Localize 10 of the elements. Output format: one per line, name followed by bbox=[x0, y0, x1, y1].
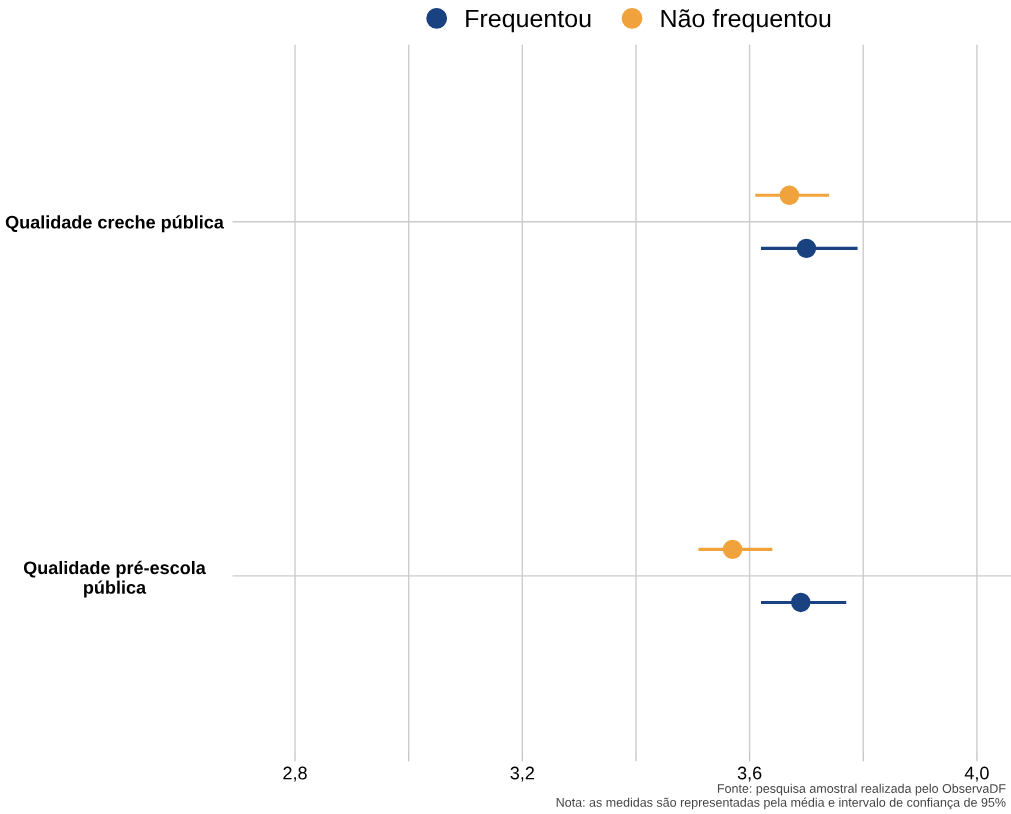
legend-label: Não frequentou bbox=[661, 8, 831, 33]
text: Nota: as medidas são representadas pela média e intervalo de confiança de 95% bbox=[556, 797, 1006, 810]
source-note: Fonte: pesquisa amostral realizada pelo ObservaDF bbox=[717, 783, 1006, 796]
y-tick-label: Qualidade pré-escola pública bbox=[23, 560, 206, 598]
x-tick-label: 3,2 bbox=[510, 766, 534, 782]
x-tick-label: 3,6 bbox=[737, 766, 762, 782]
y-tick-label: Qualidade creche pública bbox=[5, 215, 224, 233]
x-tick-label: 4,0 bbox=[964, 766, 989, 782]
x-tick-label: 2,8 bbox=[283, 766, 307, 782]
legend-label: Frequentou bbox=[466, 9, 591, 33]
